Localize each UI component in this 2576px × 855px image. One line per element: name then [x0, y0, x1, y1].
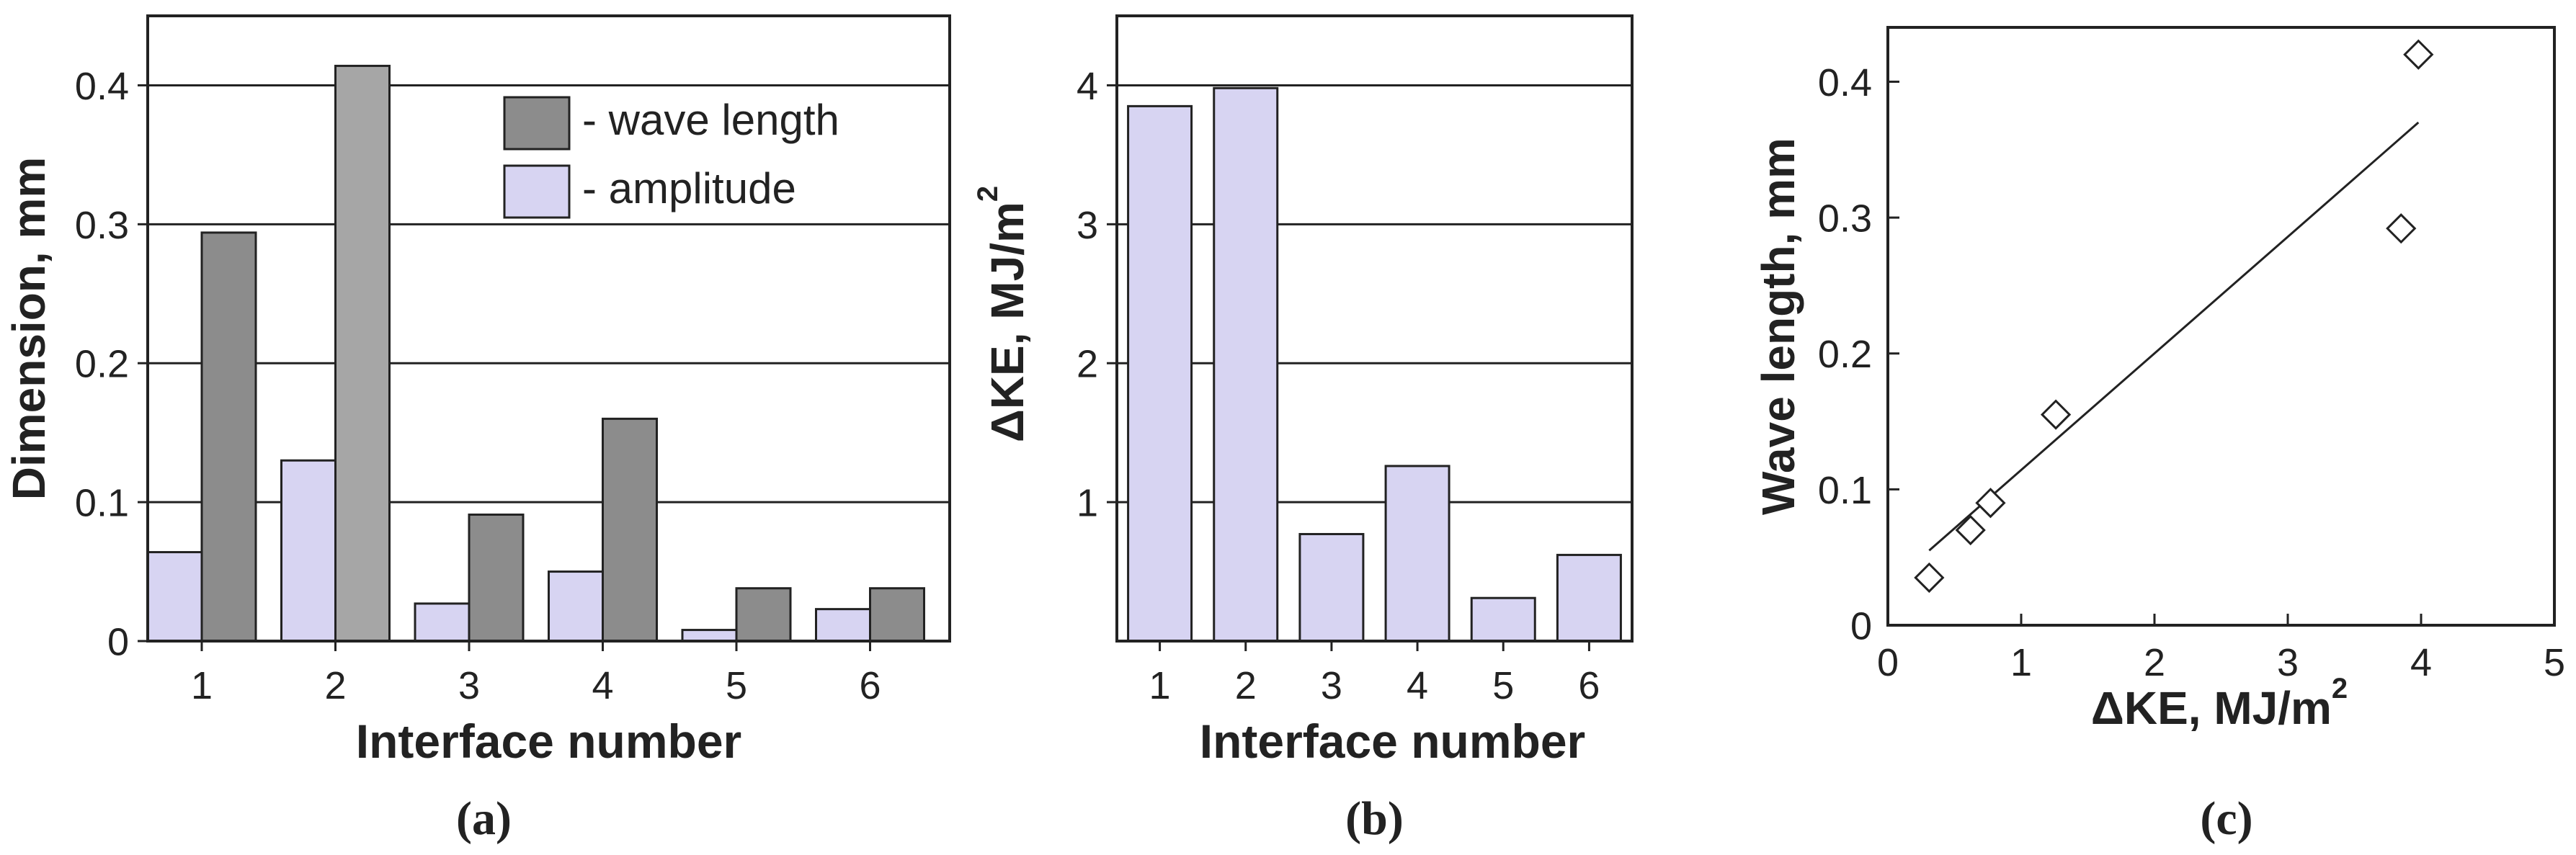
plot-frame-c — [1886, 26, 2556, 627]
ytick-label-a: 0.4 — [75, 65, 129, 108]
xtick-label-c: 5 — [2544, 641, 2565, 684]
xtick-label-a: 4 — [592, 664, 613, 707]
scatter-point — [2386, 213, 2417, 244]
chart-a: 0 0.1 0.2 0.3 0.4 1 2 3 4 5 6 - wave length - amplit… — [3, 14, 951, 845]
bar-delta-ke — [1213, 86, 1279, 643]
scatter-point — [1955, 514, 1986, 546]
panel-label-a: (a) — [456, 792, 512, 845]
x-axis-title-c: ΔKE, MJ/m2 — [2091, 673, 2348, 734]
xtick-label-c: 3 — [2277, 641, 2299, 684]
scatter-point — [2403, 39, 2434, 70]
bar-wave-length — [602, 417, 658, 643]
xtick-label-c: 2 — [2144, 641, 2165, 684]
xtick-label-c: 1 — [2010, 641, 2032, 684]
ytick-label-c: 0.4 — [1818, 61, 1872, 104]
ytick-label-b: 1 — [1077, 482, 1098, 525]
xtick-label-a: 5 — [726, 664, 747, 707]
ytick-label-a: 0 — [107, 620, 129, 663]
ytick-label-b: 4 — [1077, 65, 1098, 108]
scatter-point — [2040, 399, 2072, 430]
ytick-label-c: 0 — [1850, 604, 1872, 648]
bar-wave-length — [334, 64, 391, 643]
xtick-label-b: 1 — [1149, 664, 1171, 707]
ytick-label-c: 0.2 — [1818, 333, 1872, 376]
ytick-label-a: 0.2 — [75, 343, 129, 386]
chart-c: 0 0.1 0.2 0.3 0.4 0 1 2 3 4 5 Wave length, mm (c) — [1752, 26, 2565, 845]
x-axis-title-a: Interface number — [356, 715, 741, 768]
bar-wave-length — [869, 587, 925, 643]
xtick-label-b: 5 — [1492, 664, 1514, 707]
ytick-label-c: 0.1 — [1818, 469, 1872, 512]
plot-frame-a — [146, 14, 951, 643]
ytick-label-b: 3 — [1077, 204, 1098, 247]
bar-delta-ke — [1298, 532, 1365, 643]
y-axis-title-c: Wave length, mm — [1752, 138, 1804, 515]
bar-delta-ke — [1384, 465, 1450, 643]
xtick-label-b: 6 — [1578, 664, 1600, 707]
bar-amplitude — [681, 629, 738, 643]
xtick-label-a: 3 — [458, 664, 480, 707]
bar-amplitude — [414, 602, 471, 643]
xtick-label-a: 1 — [191, 664, 213, 707]
legend-swatch-amplitude — [503, 164, 571, 219]
trend-line — [1928, 121, 2420, 552]
bar-wave-length — [468, 513, 525, 643]
bar-delta-ke — [1470, 596, 1536, 643]
bar-wave-length — [200, 231, 257, 643]
scatter-point — [1914, 562, 1945, 594]
x-axis-title-b: Interface number — [1200, 715, 1585, 768]
panel-label-c: (c) — [2200, 792, 2252, 845]
ytick-label-a: 0.1 — [75, 482, 129, 525]
chart-b: 1 2 3 4 1 2 3 4 5 6 Interface number (b) — [1077, 14, 1634, 845]
y-axis-title-b: ΔKE, MJ/m2 — [972, 186, 1033, 442]
xtick-label-a: 2 — [324, 664, 346, 707]
legend-label-wave-length: - wave length — [582, 96, 839, 144]
bar-amplitude — [146, 551, 203, 643]
xtick-label-c: 4 — [2410, 641, 2432, 684]
plot-frame-b — [1115, 14, 1634, 643]
legend-swatch-wave-length — [503, 96, 571, 151]
ytick-label-c: 0.3 — [1818, 197, 1872, 241]
xtick-label-c: 0 — [1877, 641, 1899, 684]
legend-label-amplitude: - amplitude — [582, 164, 796, 212]
xtick-label-b: 3 — [1321, 664, 1342, 707]
bar-amplitude — [548, 570, 604, 643]
bar-delta-ke — [1127, 104, 1193, 643]
bar-wave-length — [735, 587, 792, 643]
bar-delta-ke — [1556, 553, 1622, 643]
xtick-label-a: 6 — [859, 664, 881, 707]
panel-label-b: (b) — [1345, 792, 1404, 845]
scatter-point — [1975, 488, 2006, 519]
xtick-label-b: 2 — [1235, 664, 1257, 707]
bar-amplitude — [280, 459, 337, 643]
xtick-label-b: 4 — [1407, 664, 1428, 707]
y-axis-title-a: Dimension, mm — [3, 157, 55, 501]
ytick-label-a: 0.3 — [75, 204, 129, 247]
bar-amplitude — [815, 608, 871, 643]
ytick-label-b: 2 — [1077, 343, 1098, 386]
